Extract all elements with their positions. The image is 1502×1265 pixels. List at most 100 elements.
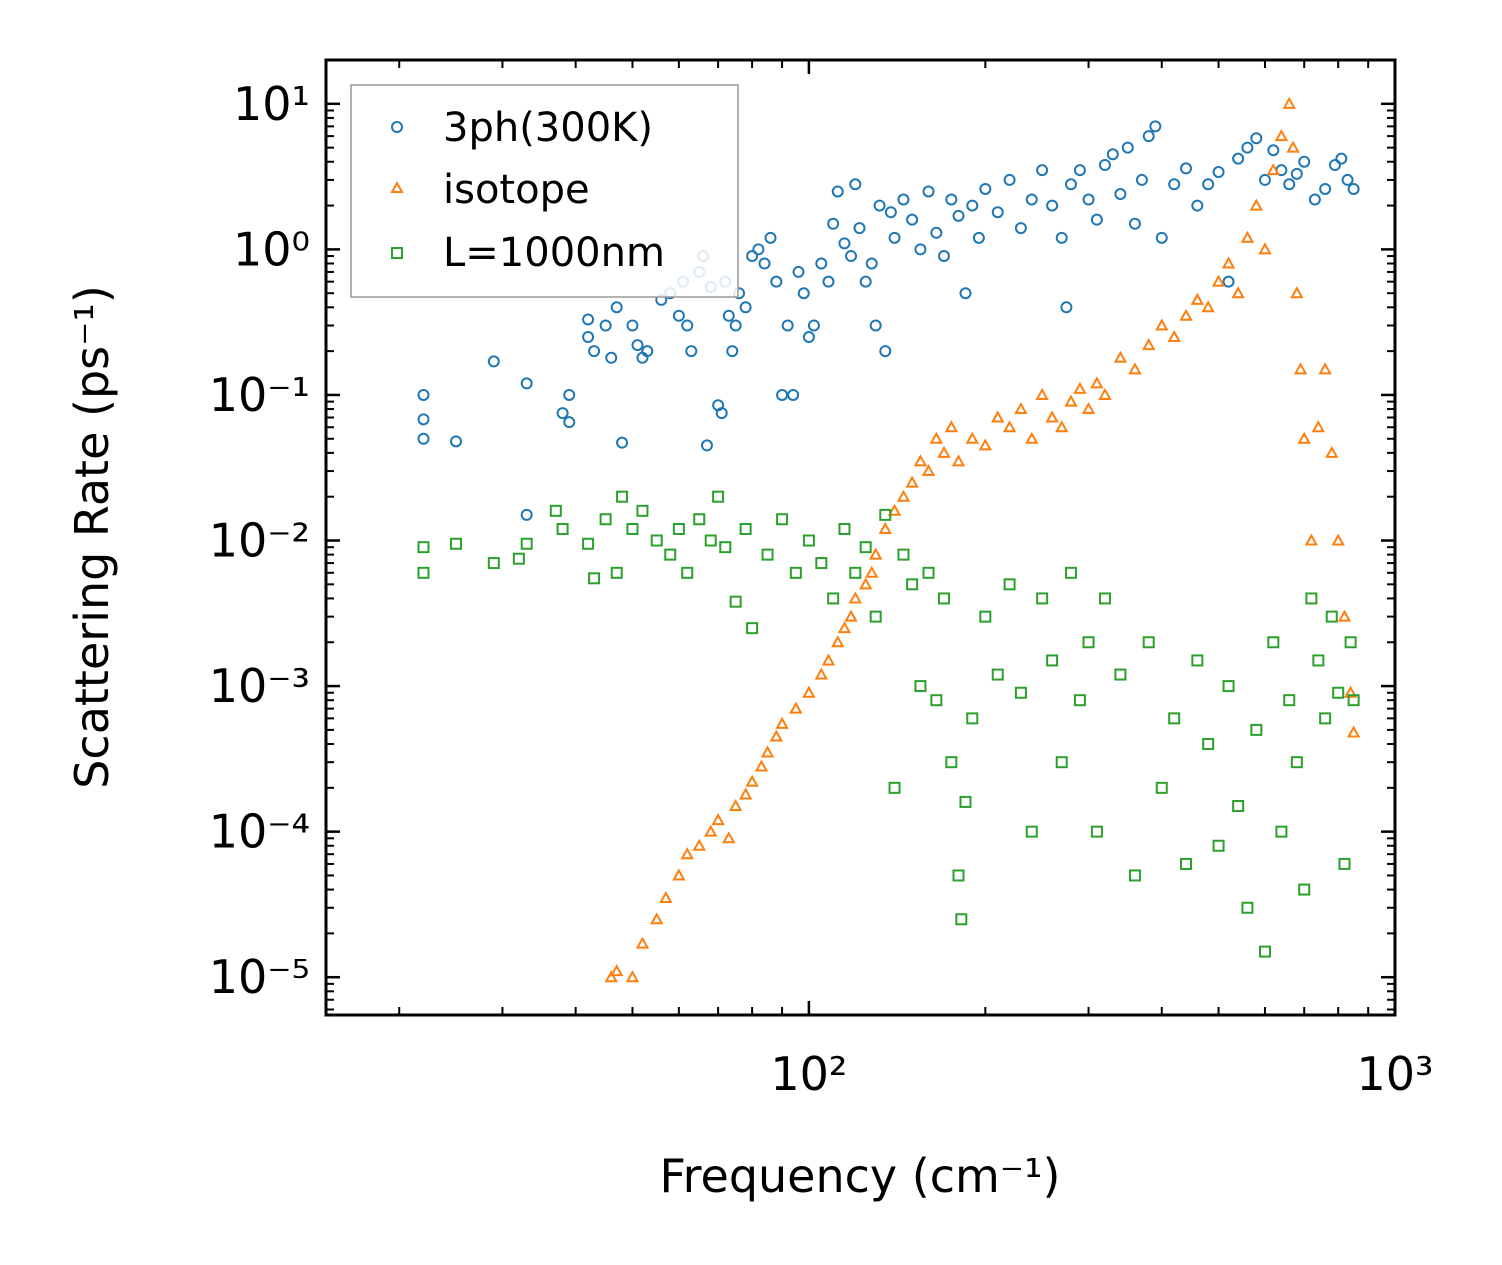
data-point	[1155, 781, 1168, 794]
data-point	[831, 635, 845, 648]
data-point	[1328, 158, 1341, 171]
data-point	[752, 243, 765, 256]
data-point	[556, 522, 569, 535]
data-point	[937, 592, 950, 605]
data-point	[1179, 308, 1193, 321]
data-point	[1098, 387, 1112, 400]
data-point	[1232, 800, 1245, 813]
data-point	[789, 566, 802, 579]
data-point	[1073, 694, 1086, 707]
data-point	[1318, 362, 1332, 375]
data-point	[599, 319, 612, 332]
data-point	[1325, 610, 1338, 623]
data-point	[1045, 410, 1059, 423]
data-point	[1082, 193, 1095, 206]
data-point	[681, 566, 694, 579]
data-point	[1167, 329, 1181, 343]
data-point	[831, 185, 844, 198]
data-point	[1282, 96, 1296, 109]
y-axis-label: Scattering Rate (ps⁻¹)	[65, 285, 119, 789]
data-point	[1014, 222, 1027, 235]
data-point	[914, 680, 927, 693]
series-layer	[417, 96, 1361, 983]
data-point	[693, 513, 706, 526]
data-point	[625, 970, 640, 983]
data-point	[1267, 144, 1280, 157]
data-point	[922, 566, 935, 579]
data-point	[1319, 712, 1332, 725]
data-point	[930, 694, 943, 707]
data-point	[728, 798, 743, 812]
data-point	[991, 410, 1005, 423]
legend-marker-L1000	[391, 247, 403, 259]
data-point	[1055, 231, 1068, 244]
data-point	[563, 388, 576, 401]
data-point	[685, 345, 698, 358]
data-point	[582, 331, 595, 344]
data-point	[715, 407, 728, 420]
data-point	[849, 566, 862, 579]
data-point	[922, 185, 935, 198]
data-point	[722, 831, 736, 844]
data-point	[729, 595, 742, 608]
y-tick-label: 10¹	[233, 77, 310, 131]
data-point	[520, 508, 533, 521]
data-point	[815, 257, 828, 270]
data-point	[966, 199, 979, 212]
data-point	[859, 275, 872, 288]
data-point	[1343, 685, 1358, 698]
data-point	[1155, 318, 1169, 331]
data-point	[1275, 825, 1288, 838]
data-point	[775, 716, 789, 729]
data-point	[869, 610, 882, 623]
data-point	[549, 504, 562, 517]
data-point	[626, 319, 639, 332]
data-point	[1106, 148, 1119, 161]
data-point	[1202, 738, 1215, 751]
data-point	[672, 868, 686, 881]
data-point	[1274, 129, 1289, 142]
data-point	[1149, 120, 1162, 133]
data-point	[878, 521, 892, 534]
data-point	[1073, 164, 1086, 177]
data-point	[1290, 167, 1303, 180]
y-tick-label: 10⁰	[233, 222, 310, 276]
data-point	[1081, 401, 1096, 415]
data-point	[887, 503, 902, 516]
data-point	[787, 388, 800, 401]
data-point	[1036, 164, 1049, 177]
legend-label-3ph: 3ph(300K)	[443, 105, 653, 151]
data-point	[789, 701, 803, 714]
data-point	[1258, 242, 1272, 255]
data-point	[879, 508, 892, 521]
data-point	[1283, 178, 1296, 191]
plot-frame	[324, 58, 1397, 1017]
data-point	[450, 435, 463, 448]
data-point	[1055, 756, 1068, 769]
data-point	[807, 319, 820, 332]
data-point	[556, 407, 569, 420]
data-point	[888, 781, 901, 794]
data-point	[1231, 286, 1245, 299]
data-point	[659, 890, 673, 904]
data-point	[1025, 431, 1039, 444]
data-point	[1304, 533, 1319, 546]
x-axis-label: Frequency (cm⁻¹)	[660, 1149, 1061, 1203]
data-point	[802, 331, 815, 344]
data-point	[1098, 592, 1111, 605]
data-point	[746, 622, 759, 635]
data-point	[582, 313, 595, 326]
legend-marker-3ph	[391, 121, 403, 133]
data-point	[610, 566, 623, 579]
data-point	[978, 438, 993, 451]
data-point	[1128, 362, 1142, 375]
data-point	[966, 712, 979, 725]
data-point	[770, 275, 783, 288]
legend-marker-isotope	[390, 180, 404, 193]
data-point	[1180, 162, 1193, 175]
data-point	[858, 577, 873, 590]
x-tick-label: 10²	[770, 1047, 847, 1101]
data-point	[921, 464, 936, 477]
data-point	[599, 513, 612, 526]
data-point	[1241, 141, 1254, 154]
